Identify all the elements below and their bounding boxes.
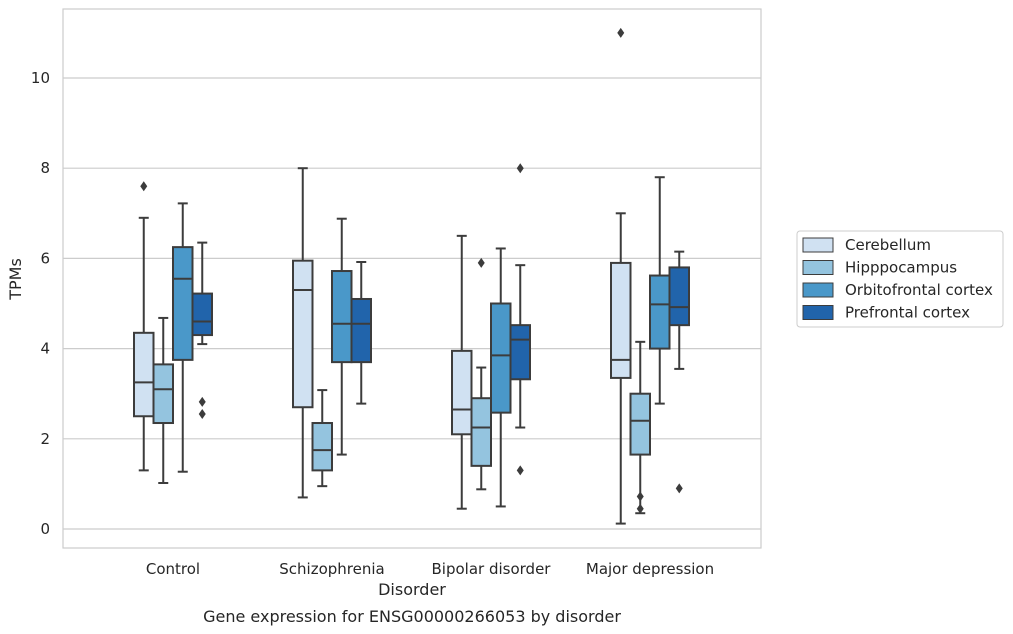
box-group bbox=[331, 217, 353, 456]
boxes bbox=[133, 27, 690, 525]
x-axis-label: Disorder bbox=[378, 580, 446, 599]
box-group bbox=[451, 234, 473, 510]
box-group bbox=[649, 176, 671, 405]
x-tick-label: Schizophrenia bbox=[279, 560, 384, 578]
x-tick-label: Bipolar disorder bbox=[432, 560, 552, 578]
outlier-point bbox=[516, 465, 524, 476]
box-iqr bbox=[470, 397, 492, 467]
box-iqr bbox=[350, 297, 372, 364]
legend-swatch bbox=[802, 305, 834, 320]
box-iqr bbox=[629, 392, 651, 456]
outlier-point bbox=[636, 503, 644, 514]
y-axis-label: TPMs bbox=[6, 258, 25, 301]
box-iqr bbox=[668, 266, 690, 327]
legend: Cerebellum Hipppocampus Orbitofrontal cort… bbox=[796, 230, 1004, 328]
box-group bbox=[133, 181, 155, 472]
outlier-point bbox=[617, 27, 625, 38]
outlier-point bbox=[516, 163, 524, 174]
y-tick-label: 6 bbox=[40, 249, 50, 267]
outlier-point bbox=[140, 181, 148, 192]
box-iqr bbox=[490, 302, 512, 414]
y-tick-labels: 0 2 4 6 8 10 bbox=[31, 69, 50, 538]
box-iqr bbox=[509, 324, 531, 381]
box-group bbox=[311, 389, 333, 488]
box-iqr bbox=[649, 274, 671, 350]
outlier-point bbox=[636, 491, 644, 502]
x-tick-label: Major depression bbox=[586, 560, 714, 578]
box-group bbox=[172, 202, 194, 473]
box-iqr bbox=[152, 363, 174, 425]
box-group bbox=[470, 257, 492, 491]
y-tick-label: 4 bbox=[40, 340, 50, 358]
legend-swatch bbox=[802, 237, 834, 253]
y-tick-label: 10 bbox=[31, 69, 50, 87]
legend-label: Orbitofrontal cortex bbox=[845, 281, 993, 299]
plot-frame bbox=[62, 8, 762, 549]
box-group bbox=[292, 167, 314, 499]
outlier-point bbox=[198, 396, 206, 407]
box-group bbox=[610, 27, 632, 525]
box-group bbox=[509, 163, 531, 476]
outlier-point bbox=[198, 408, 206, 419]
x-tick-labels: Control Schizophrenia Bipolar disorder Majo… bbox=[146, 560, 714, 578]
box-group bbox=[668, 250, 690, 494]
legend-label: Prefrontal cortex bbox=[845, 304, 970, 322]
box-group bbox=[629, 340, 651, 515]
box-group bbox=[152, 316, 174, 484]
y-tick-label: 0 bbox=[40, 520, 50, 538]
box-iqr bbox=[311, 422, 333, 472]
legend-frame bbox=[796, 230, 1004, 328]
legend-label: Hipppocampus bbox=[845, 259, 957, 277]
outlier-point bbox=[675, 483, 683, 494]
y-tick-label: 2 bbox=[40, 430, 50, 448]
box-iqr bbox=[292, 259, 314, 409]
box-group bbox=[490, 247, 512, 508]
box-group bbox=[191, 241, 213, 419]
legend-label: Cerebellum bbox=[845, 236, 931, 254]
box-iqr bbox=[331, 270, 353, 364]
x-tick-label: Control bbox=[146, 560, 200, 578]
legend-swatch bbox=[802, 282, 834, 298]
y-tick-label: 8 bbox=[40, 159, 50, 177]
outlier-point bbox=[477, 257, 485, 268]
box-iqr bbox=[133, 331, 155, 418]
box-iqr bbox=[610, 261, 632, 379]
box-iqr bbox=[191, 292, 213, 337]
box-iqr bbox=[172, 246, 194, 361]
box-group bbox=[350, 261, 372, 405]
legend-swatch bbox=[802, 260, 834, 275]
chart-caption: Gene expression for ENSG00000266053 by d… bbox=[203, 607, 621, 626]
box-iqr bbox=[451, 349, 473, 436]
